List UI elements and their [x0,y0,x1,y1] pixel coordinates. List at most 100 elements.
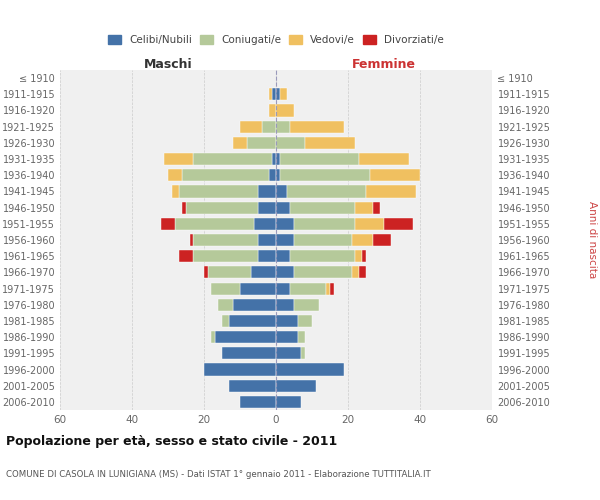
Bar [240,282,276,294]
Bar [294,266,352,278]
Text: COMUNE DI CASOLA IN LUNIGIANA (MS) - Dati ISTAT 1° gennaio 2011 - Elaborazione T: COMUNE DI CASOLA IN LUNIGIANA (MS) - Dat… [6,470,431,479]
Bar [229,315,276,327]
Bar [294,298,319,311]
Bar [272,88,276,101]
Text: Maschi: Maschi [143,58,193,71]
Bar [276,104,294,117]
Bar [276,218,294,230]
Bar [172,186,179,198]
Bar [355,218,384,230]
Bar [182,169,269,181]
Bar [240,396,276,408]
Bar [352,234,373,246]
Bar [179,186,258,198]
Bar [276,266,294,278]
Bar [276,250,290,262]
Text: Popolazione per età, sesso e stato civile - 2011: Popolazione per età, sesso e stato civil… [6,435,337,448]
Bar [290,120,344,132]
Bar [258,186,276,198]
Bar [276,153,280,165]
Bar [222,315,229,327]
Bar [272,153,276,165]
Bar [222,348,276,360]
Bar [269,88,272,101]
Legend: Celibi/Nubili, Coniugati/e, Vedovi/e, Divorziati/e: Celibi/Nubili, Coniugati/e, Vedovi/e, Di… [104,31,448,50]
Bar [240,120,262,132]
Bar [276,234,294,246]
Bar [362,250,366,262]
Bar [251,266,276,278]
Bar [330,282,334,294]
Bar [355,250,362,262]
Bar [258,202,276,213]
Bar [276,364,344,376]
Bar [233,137,247,149]
Bar [276,348,301,360]
Bar [276,137,305,149]
Bar [247,137,276,149]
Bar [305,137,355,149]
Bar [276,331,298,343]
Bar [179,250,193,262]
Bar [373,234,391,246]
Bar [204,364,276,376]
Bar [211,282,240,294]
Bar [258,234,276,246]
Bar [294,218,355,230]
Bar [208,266,251,278]
Bar [276,298,294,311]
Bar [193,234,258,246]
Text: Anni di nascita: Anni di nascita [587,202,597,278]
Bar [280,169,370,181]
Bar [290,282,326,294]
Bar [298,315,312,327]
Bar [186,202,258,213]
Bar [204,266,208,278]
Bar [359,153,409,165]
Bar [373,202,380,213]
Bar [258,250,276,262]
Bar [215,331,276,343]
Bar [301,348,305,360]
Bar [384,218,413,230]
Bar [269,104,276,117]
Bar [276,120,290,132]
Bar [280,88,287,101]
Text: Femmine: Femmine [352,58,416,71]
Bar [355,202,373,213]
Bar [193,250,258,262]
Bar [233,298,276,311]
Bar [164,153,193,165]
Bar [276,315,298,327]
Bar [211,331,215,343]
Bar [298,331,305,343]
Bar [290,250,355,262]
Bar [294,234,352,246]
Bar [352,266,359,278]
Bar [175,218,254,230]
Bar [276,202,290,213]
Bar [276,282,290,294]
Bar [262,120,276,132]
Bar [161,218,175,230]
Bar [370,169,420,181]
Bar [276,169,280,181]
Bar [218,298,233,311]
Bar [359,266,366,278]
Bar [366,186,416,198]
Bar [190,234,193,246]
Bar [193,153,272,165]
Bar [182,202,186,213]
Bar [290,202,355,213]
Bar [269,169,276,181]
Bar [276,186,287,198]
Bar [168,169,182,181]
Bar [276,380,316,392]
Bar [276,396,301,408]
Bar [276,88,280,101]
Bar [326,282,330,294]
Bar [287,186,366,198]
Bar [229,380,276,392]
Bar [280,153,359,165]
Bar [254,218,276,230]
